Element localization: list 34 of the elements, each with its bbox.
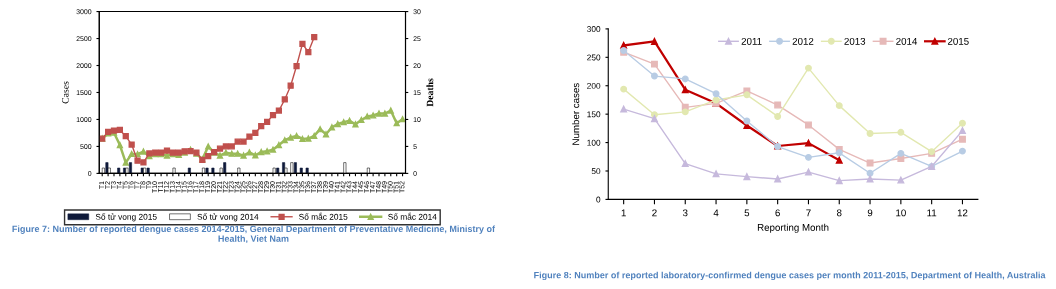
x-tick-label: 8 — [836, 209, 842, 217]
legend-label: 2013 — [844, 37, 866, 45]
y-tick-label: 250 — [587, 54, 601, 61]
x-tick-label: 6 — [775, 209, 780, 217]
caption: Figure 8: Number of reported laboratory-confirmed dengue cases per month 2011-2015, Department of Health, Australia — [534, 271, 1046, 281]
y-axis-title: Number cases — [572, 83, 580, 145]
x-tick-label: 11 — [927, 209, 937, 217]
x-tick-label: 7 — [806, 209, 811, 217]
caption: Figure 7: Number of reported dengue cases 2014-2015, General Department of Preventative Medicine, Ministry of Health, Viet Nam — [12, 225, 496, 244]
x-axis-title: Reporting Month — [757, 223, 829, 233]
legend-label: Số tử vong 2014 — [197, 213, 259, 222]
legend-label: 2015 — [947, 37, 969, 45]
x-tick-label: 4 — [713, 209, 719, 217]
y-tick-label: 150 — [587, 111, 601, 118]
x-tick-label: 9 — [867, 209, 873, 217]
x-tick-label: 1 — [621, 209, 626, 217]
x-tick-label: 3 — [682, 209, 688, 217]
x-tick-label: 5 — [744, 209, 750, 217]
y-tick-label: 200 — [587, 82, 601, 89]
legend-label: 2011 — [741, 37, 762, 45]
x-tick-label: 10 — [896, 209, 906, 217]
legend-label: 2014 — [896, 37, 918, 45]
y2-axis-title: Deaths — [426, 78, 434, 107]
legend-label: Số mắc 2015 — [299, 212, 348, 220]
y-tick-label: 100 — [587, 139, 601, 146]
legend-label: 2012 — [792, 37, 814, 45]
y-axis-title: Cases — [62, 81, 69, 104]
legend-label: Số mắc 2014 — [388, 212, 437, 220]
y-tick-label: 50 — [591, 168, 601, 175]
x-tick-label: 2 — [652, 209, 657, 217]
y-tick-label: 0 — [596, 196, 601, 203]
y-tick-label: 300 — [587, 26, 601, 32]
x-tick-label: 12 — [957, 209, 968, 217]
legend-label: Số tử vong 2015 — [95, 213, 157, 222]
